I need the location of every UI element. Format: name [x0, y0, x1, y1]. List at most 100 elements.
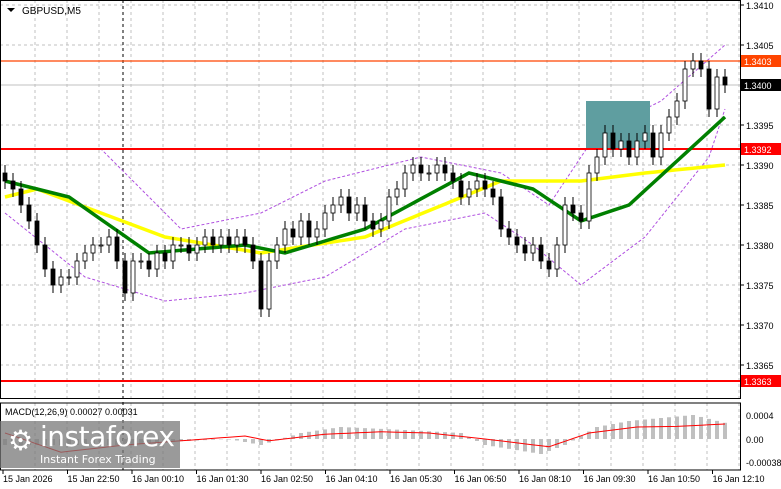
candle-bull	[322, 212, 328, 230]
candle-bear	[650, 132, 656, 158]
candle-bear	[210, 236, 216, 246]
macd-bar	[299, 433, 303, 439]
macd-bar	[499, 439, 503, 448]
level-label-bg	[741, 55, 781, 67]
x-tick-label: 15 Jan 22:50	[68, 474, 120, 484]
candle-bear	[146, 260, 152, 270]
candle-bear	[2, 172, 8, 182]
candle-bull	[394, 188, 400, 198]
macd-bar	[387, 429, 391, 439]
macd-bar	[587, 431, 591, 439]
macd-bar	[467, 437, 471, 439]
candle-bull	[138, 260, 144, 263]
macd-bar	[667, 417, 671, 439]
candle-bull	[194, 244, 200, 254]
macd-bar	[411, 430, 415, 439]
level-label-bg	[741, 143, 781, 155]
candle-bull	[266, 260, 272, 310]
candle-bear	[114, 236, 120, 262]
candle-bear	[122, 260, 128, 294]
main-pane-border	[0, 0, 741, 399]
candle-bear	[26, 204, 32, 222]
macd-bar	[531, 439, 535, 453]
macd-bar	[403, 430, 407, 439]
macd-bar	[563, 439, 567, 445]
macd-bar	[483, 439, 487, 445]
macd-bar	[699, 416, 703, 439]
y-tick-label: 1.3405	[746, 41, 774, 51]
candle-bear	[570, 204, 576, 214]
candle-bull	[130, 260, 136, 294]
candle-bull	[90, 244, 96, 254]
y-tick-label: 1.3410	[746, 1, 774, 11]
candle-bull	[602, 132, 608, 158]
candle-bull	[634, 140, 640, 158]
macd-bar	[635, 420, 639, 439]
macd-bar	[379, 428, 383, 439]
x-tick-label: 16 Jan 10:50	[648, 474, 700, 484]
candle-bear	[522, 244, 528, 254]
candle-bull	[74, 260, 80, 278]
candle-bear	[250, 244, 256, 262]
macd-bar	[443, 432, 447, 439]
x-tick-label: 16 Jan 02:50	[261, 474, 313, 484]
candle-bear	[306, 220, 312, 238]
level-label: 1.3403	[744, 57, 772, 67]
candles	[2, 53, 728, 317]
candle-bear	[610, 132, 616, 150]
dropdown-triangle-icon[interactable]	[7, 8, 15, 12]
candle-bull	[666, 116, 672, 134]
macd-bar	[395, 429, 399, 439]
candle-bear	[162, 252, 168, 262]
candle-bull	[466, 188, 472, 198]
candle-bull	[66, 276, 72, 279]
candle-bull	[202, 236, 208, 246]
candle-bull	[434, 164, 440, 174]
candle-bear	[42, 244, 48, 270]
macd-bar	[603, 425, 607, 439]
macd-bar	[539, 439, 543, 454]
candle-bull	[234, 236, 240, 246]
candle-bull	[642, 132, 648, 142]
x-tick-label: 16 Jan 08:10	[519, 474, 571, 484]
candle-bull	[554, 244, 560, 270]
candle-bear	[18, 188, 24, 206]
candle-bear	[418, 164, 424, 174]
candle-bear	[290, 228, 296, 238]
macd-bar	[211, 439, 215, 440]
instaforex-logo: ⚙ instaforex Instant Forex Trading	[0, 421, 180, 468]
x-tick-label: 16 Jan 01:30	[197, 474, 249, 484]
logo-brand: instaforex	[40, 420, 175, 453]
macd-label: MACD(12,26,9) 0.00027 0.00031	[5, 407, 138, 417]
bollinger-bands	[4, 44, 726, 302]
x-tick-label: 16 Jan 12:10	[713, 474, 765, 484]
candle-bull	[674, 100, 680, 118]
candle-bear	[722, 76, 728, 86]
macd-bar	[491, 439, 495, 447]
candle-bull	[690, 60, 696, 70]
candle-bull	[586, 172, 592, 222]
candle-bear	[506, 228, 512, 238]
x-tick-label: 16 Jan 06:50	[455, 474, 507, 484]
macd-bar	[259, 439, 263, 445]
logo-gear-icon: ⚙	[8, 424, 34, 457]
candle-bull	[274, 244, 280, 262]
y-tick-label: 1.3380	[746, 241, 774, 251]
macd-bar	[715, 420, 719, 439]
candle-bull	[82, 252, 88, 262]
candle-bear	[482, 180, 488, 190]
x-tick-label: 15 Jan 2026	[3, 474, 53, 484]
candle-bull	[474, 180, 480, 190]
candle-bear	[346, 196, 352, 214]
level-label: 1.3392	[744, 145, 772, 155]
macd-bar	[611, 424, 615, 439]
macd-bar	[643, 419, 647, 439]
candle-bear	[362, 204, 368, 222]
candle-bull	[378, 220, 384, 230]
macd-bar	[435, 431, 439, 439]
candle-bull	[594, 156, 600, 174]
macd-bar	[515, 439, 519, 451]
candle-bear	[186, 244, 192, 254]
